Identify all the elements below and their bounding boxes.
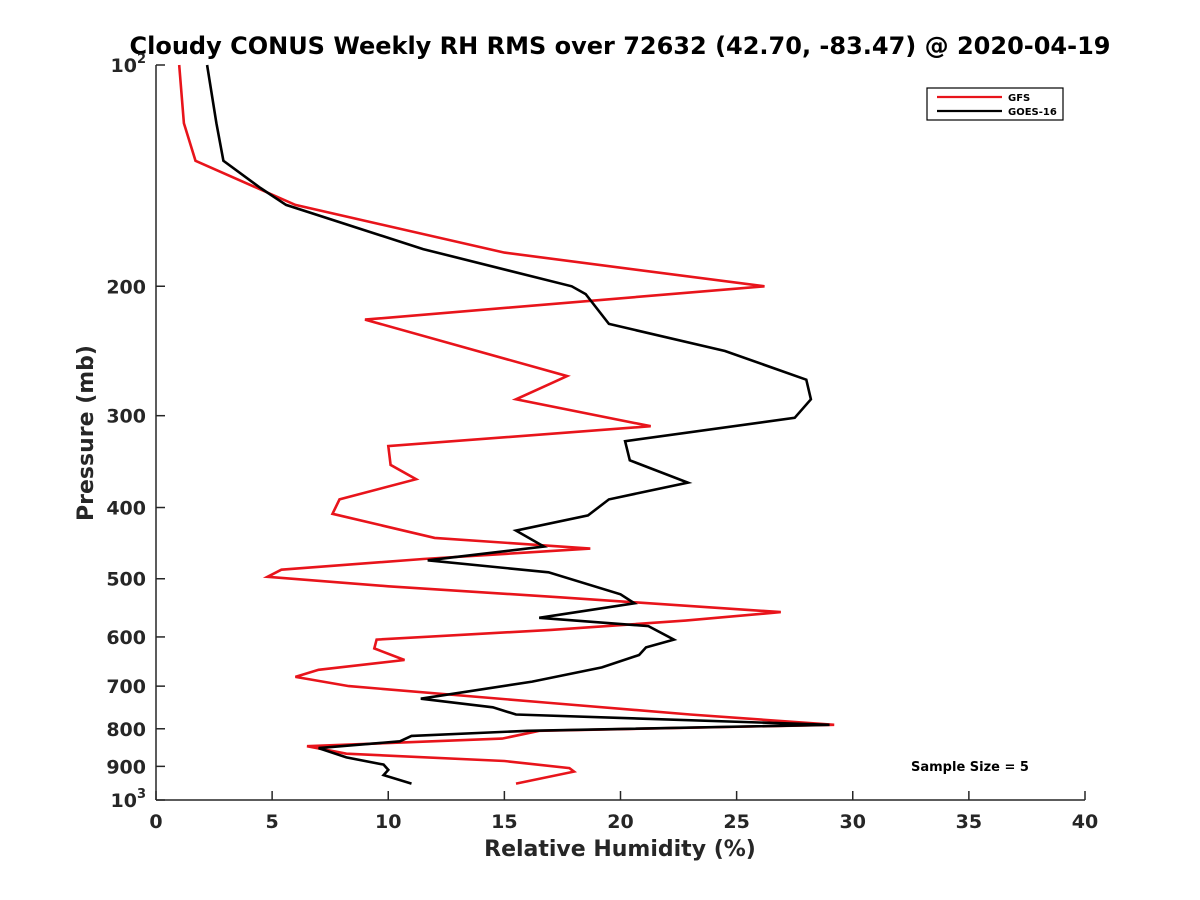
x-tick-label: 0 [149,811,162,833]
y-tick-label-base: 800 [106,719,146,741]
x-tick-label: 40 [1072,811,1098,833]
chart-title: Cloudy CONUS Weekly RH RMS over 72632 (4… [130,32,1111,60]
y-tick-label-base: 700 [106,676,146,698]
y-tick-label-base: 500 [106,569,146,591]
legend-label-gfs: GFS [1008,93,1030,104]
y-tick-label-base: 10 [111,790,137,812]
y-tick-label-exponent: 3 [137,787,146,802]
x-tick-label: 25 [723,811,749,833]
x-tick-label: 20 [607,811,633,833]
y-tick-label: 700 [106,676,146,698]
y-tick-label-exponent: 2 [137,52,146,67]
series-line-gfs [177,64,835,785]
legend-label-goes16: GOES-16 [1008,107,1057,118]
y-tick-label-base: 200 [106,276,146,298]
y-tick-label: 102 [111,52,147,77]
series-line-goes16 [205,64,830,785]
x-tick-label: 15 [491,811,517,833]
y-tick-label-base: 10 [111,55,137,77]
sample-size-annotation: Sample Size = 5 [911,760,1029,775]
y-tick-label-base: 300 [106,406,146,428]
y-tick-label: 300 [106,406,146,428]
y-tick-label-base: 600 [106,627,146,649]
x-tick-label: 30 [840,811,866,833]
y-tick-label-base: 900 [106,756,146,778]
legend: GFS GOES-16 [926,87,1064,121]
y-tick-label: 600 [106,627,146,649]
y-tick-label-base: 400 [106,498,146,520]
y-tick-label: 900 [106,756,146,778]
y-axis-label: Pressure (mb) [74,345,99,521]
x-tick-label: 35 [956,811,982,833]
legend-box [926,87,1064,121]
y-tick-label: 800 [106,719,146,741]
series-layer [177,64,835,785]
x-tick-label: 10 [375,811,401,833]
y-tick-label: 400 [106,498,146,520]
y-tick-label: 500 [106,569,146,591]
y-tick-label: 200 [106,276,146,298]
x-tick-label: 5 [266,811,279,833]
x-axis-ticks: 0 5 10 15 20 25 30 35 40 [149,791,1098,833]
x-axis-label: Relative Humidity (%) [484,837,756,862]
y-tick-label: 103 [111,787,147,812]
